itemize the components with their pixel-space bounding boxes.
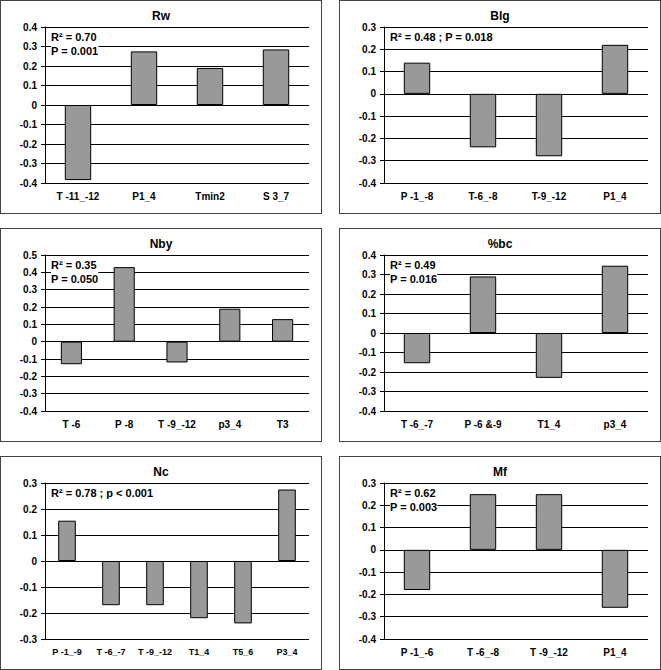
svg-text:Tmin2: Tmin2 bbox=[195, 191, 225, 202]
svg-text:0: 0 bbox=[370, 88, 376, 99]
svg-text:T1_4: T1_4 bbox=[538, 419, 561, 430]
svg-text:Mf: Mf bbox=[493, 465, 508, 479]
svg-text:-0.1: -0.1 bbox=[359, 111, 377, 122]
svg-text:0.3: 0.3 bbox=[23, 478, 37, 489]
svg-text:-0.4: -0.4 bbox=[359, 178, 377, 189]
svg-text:P -1_-9: P -1_-9 bbox=[52, 647, 81, 657]
svg-text:T -9_-12: T -9_-12 bbox=[158, 419, 196, 430]
svg-text:0: 0 bbox=[370, 544, 376, 555]
svg-text:R² = 0.62: R² = 0.62 bbox=[390, 487, 436, 499]
svg-text:Blg: Blg bbox=[490, 9, 509, 23]
svg-text:Nby: Nby bbox=[150, 237, 173, 251]
svg-text:-0.1: -0.1 bbox=[20, 119, 38, 130]
svg-text:0.2: 0.2 bbox=[23, 302, 37, 313]
svg-text:-0.4: -0.4 bbox=[20, 178, 38, 189]
svg-text:0.1: 0.1 bbox=[362, 66, 376, 77]
svg-text:Nc: Nc bbox=[153, 465, 169, 479]
svg-text:T -9_-12: T -9_-12 bbox=[530, 647, 568, 658]
svg-text:-0.3: -0.3 bbox=[359, 155, 377, 166]
svg-text:0.5: 0.5 bbox=[23, 250, 37, 261]
svg-text:0.3: 0.3 bbox=[362, 22, 376, 33]
svg-text:P1_4: P1_4 bbox=[603, 191, 627, 202]
svg-text:T -6_-7: T -6_-7 bbox=[401, 419, 434, 430]
svg-text:0.3: 0.3 bbox=[362, 269, 376, 280]
svg-text:0.4: 0.4 bbox=[362, 250, 376, 261]
svg-text:0.2: 0.2 bbox=[362, 44, 376, 55]
svg-text:P -1_-6: P -1_-6 bbox=[401, 647, 434, 658]
svg-text:0: 0 bbox=[31, 100, 37, 111]
svg-text:0.1: 0.1 bbox=[23, 530, 37, 541]
svg-text:0: 0 bbox=[31, 336, 37, 347]
svg-text:p3_4: p3_4 bbox=[604, 419, 627, 430]
svg-text:0.3: 0.3 bbox=[23, 284, 37, 295]
svg-text:0.4: 0.4 bbox=[23, 22, 37, 33]
svg-text:-0.4: -0.4 bbox=[359, 634, 377, 645]
svg-text:-0.1: -0.1 bbox=[20, 354, 38, 365]
svg-text:0.1: 0.1 bbox=[23, 319, 37, 330]
svg-text:-0.3: -0.3 bbox=[20, 388, 38, 399]
svg-text:0.2: 0.2 bbox=[362, 500, 376, 511]
svg-text:-0.3: -0.3 bbox=[359, 386, 377, 397]
svg-text:R² = 0.78 ; p < 0.001: R² = 0.78 ; p < 0.001 bbox=[51, 487, 153, 499]
svg-text:T -6: T -6 bbox=[63, 419, 81, 430]
svg-text:T -6_-7: T -6_-7 bbox=[96, 647, 125, 657]
svg-text:-0.4: -0.4 bbox=[20, 406, 38, 417]
svg-text:0.2: 0.2 bbox=[23, 504, 37, 515]
svg-text:S 3_7: S 3_7 bbox=[263, 191, 290, 202]
svg-text:T-9_-12: T-9_-12 bbox=[532, 191, 567, 202]
svg-text:T5_6: T5_6 bbox=[233, 647, 254, 657]
svg-text:p3_4: p3_4 bbox=[218, 419, 241, 430]
svg-text:P1_4: P1_4 bbox=[132, 191, 156, 202]
svg-text:R² = 0.35: R² = 0.35 bbox=[51, 259, 97, 271]
svg-text:0: 0 bbox=[370, 328, 376, 339]
svg-text:0.1: 0.1 bbox=[362, 522, 376, 533]
svg-text:-0.2: -0.2 bbox=[359, 367, 377, 378]
svg-text:R² = 0.49: R² = 0.49 bbox=[390, 259, 436, 271]
svg-text:T3: T3 bbox=[277, 419, 289, 430]
svg-text:-0.3: -0.3 bbox=[20, 634, 38, 645]
svg-text:P = 0.016: P = 0.016 bbox=[390, 273, 437, 285]
svg-text:T -9_-12: T -9_-12 bbox=[138, 647, 172, 657]
svg-text:P1_4: P1_4 bbox=[603, 647, 627, 658]
svg-text:-0.1: -0.1 bbox=[359, 347, 377, 358]
svg-text:P -1_-8: P -1_-8 bbox=[401, 191, 434, 202]
svg-text:0: 0 bbox=[31, 556, 37, 567]
svg-text:R² = 0.48 ; P = 0.018: R² = 0.48 ; P = 0.018 bbox=[390, 31, 493, 43]
svg-text:-0.3: -0.3 bbox=[359, 611, 377, 622]
svg-text:0.4: 0.4 bbox=[23, 267, 37, 278]
svg-text:-0.1: -0.1 bbox=[20, 582, 38, 593]
svg-text:-0.2: -0.2 bbox=[20, 608, 38, 619]
svg-text:-0.3: -0.3 bbox=[20, 158, 38, 169]
svg-text:-0.2: -0.2 bbox=[20, 371, 38, 382]
svg-text:-0.2: -0.2 bbox=[359, 589, 377, 600]
svg-text:%bc: %bc bbox=[488, 237, 513, 251]
svg-text:P = 0.050: P = 0.050 bbox=[51, 273, 98, 285]
svg-text:T1_4: T1_4 bbox=[189, 647, 210, 657]
svg-text:T -11_-12: T -11_-12 bbox=[57, 191, 100, 202]
svg-text:-0.4: -0.4 bbox=[359, 406, 377, 417]
svg-text:0.1: 0.1 bbox=[23, 80, 37, 91]
svg-text:T-6_-8: T-6_-8 bbox=[469, 191, 498, 202]
svg-text:0.2: 0.2 bbox=[362, 289, 376, 300]
svg-text:R² = 0.70: R² = 0.70 bbox=[51, 31, 97, 43]
svg-text:-0.1: -0.1 bbox=[359, 567, 377, 578]
svg-text:Rw: Rw bbox=[152, 9, 171, 23]
svg-text:P -6 &-9: P -6 &-9 bbox=[464, 419, 501, 430]
svg-text:T -6_-8: T -6_-8 bbox=[467, 647, 500, 658]
svg-text:P -8: P -8 bbox=[115, 419, 134, 430]
svg-text:P = 0.003: P = 0.003 bbox=[390, 501, 437, 513]
svg-text:0.2: 0.2 bbox=[23, 61, 37, 72]
svg-text:0.3: 0.3 bbox=[23, 41, 37, 52]
svg-text:P = 0.001: P = 0.001 bbox=[51, 45, 98, 57]
svg-text:-0.2: -0.2 bbox=[359, 133, 377, 144]
svg-text:0.3: 0.3 bbox=[362, 478, 376, 489]
svg-text:-0.2: -0.2 bbox=[20, 139, 38, 150]
svg-text:0.1: 0.1 bbox=[362, 308, 376, 319]
svg-text:P3_4: P3_4 bbox=[276, 647, 297, 657]
